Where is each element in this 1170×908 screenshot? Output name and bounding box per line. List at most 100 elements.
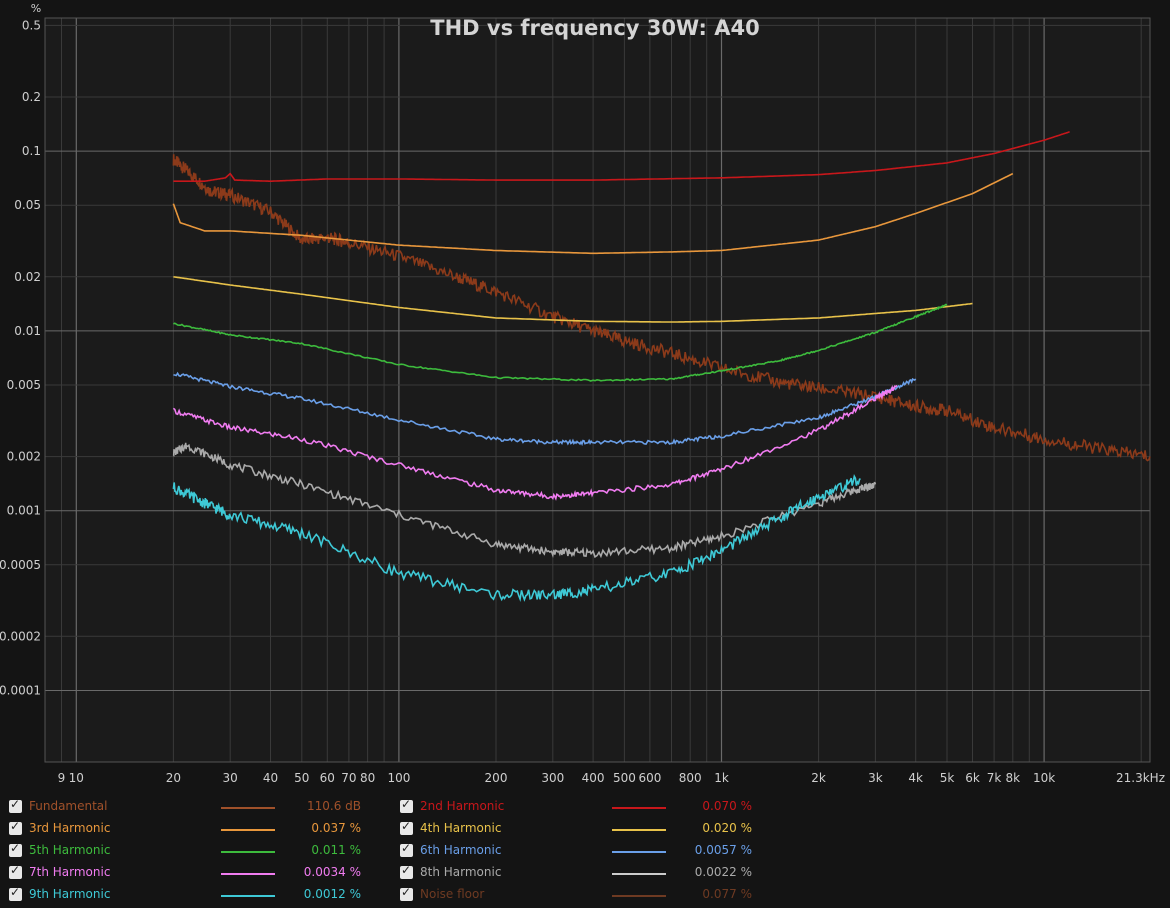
legend-checkbox[interactable] bbox=[9, 841, 22, 857]
x-tick-label: 6k bbox=[965, 771, 980, 785]
y-tick-label: 0.01 bbox=[14, 324, 41, 338]
legend-swatch bbox=[612, 873, 666, 875]
x-tick-label: 21.3kHz bbox=[1116, 771, 1165, 785]
y-tick-label: 0.5 bbox=[22, 18, 41, 32]
x-tick-label: 20 bbox=[166, 771, 181, 785]
series-line-7th-harmonic bbox=[172, 384, 898, 501]
y-tick-label: 0.0002 bbox=[0, 629, 41, 643]
series-line-6th-harmonic bbox=[173, 371, 917, 447]
y-tick-label: 0.02 bbox=[14, 270, 41, 284]
x-tick-labels: 9 10 20 30 40 50 60 70 80 100 200 300 400 500 600 800 1k… bbox=[58, 771, 1165, 785]
legend-item-noise-floor: Noise floor 0.077 % bbox=[400, 884, 752, 906]
legend-label: 4th Harmonic bbox=[420, 821, 502, 835]
legend-label: 2nd Harmonic bbox=[420, 799, 505, 813]
legend-value: 0.0034 % bbox=[303, 865, 361, 879]
x-tick-label: 10k bbox=[1033, 771, 1055, 785]
y-tick-label: 0.0001 bbox=[0, 684, 41, 698]
legend-item-4th-harmonic: 4th Harmonic 0.020 % bbox=[400, 818, 752, 840]
x-tick-label: 2k bbox=[811, 771, 826, 785]
legend-item-3rd-harmonic: 3rd Harmonic 0.037 % bbox=[9, 818, 361, 840]
x-tick-label: 200 bbox=[485, 771, 508, 785]
y-tick-label: 0.002 bbox=[7, 450, 41, 464]
legend: Fundamental 110.6 dB 2nd Harmonic 0.070 % 3r… bbox=[0, 792, 1170, 908]
legend-item-8th-harmonic: 8th Harmonic 0.0022 % bbox=[400, 862, 752, 884]
y-tick-label: 0.0005 bbox=[0, 558, 41, 572]
x-tick-label: 7k bbox=[987, 771, 1002, 785]
legend-label: 8th Harmonic bbox=[420, 865, 502, 879]
series-lines bbox=[172, 131, 1151, 602]
x-tick-label: 300 bbox=[541, 771, 564, 785]
y-tick-label: 0.005 bbox=[7, 378, 41, 392]
legend-swatch bbox=[612, 895, 666, 897]
y-tick-label: 0.1 bbox=[22, 144, 41, 158]
legend-label: 7th Harmonic bbox=[29, 865, 111, 879]
legend-checkbox[interactable] bbox=[9, 797, 22, 813]
legend-swatch bbox=[221, 807, 275, 809]
legend-label: Fundamental bbox=[29, 799, 108, 813]
x-tick-label: 3k bbox=[868, 771, 883, 785]
legend-item-7th-harmonic: 7th Harmonic 0.0034 % bbox=[9, 862, 361, 884]
x-tick-label: 600 bbox=[638, 771, 661, 785]
legend-value: 0.077 % bbox=[702, 887, 752, 901]
x-tick-label: 9 bbox=[58, 771, 66, 785]
plot-area bbox=[45, 18, 1150, 762]
x-tick-label: 800 bbox=[679, 771, 702, 785]
legend-value: 0.0057 % bbox=[694, 843, 752, 857]
legend-value: 0.020 % bbox=[702, 821, 752, 835]
legend-swatch bbox=[221, 895, 275, 897]
legend-label: Noise floor bbox=[420, 887, 485, 901]
legend-checkbox[interactable] bbox=[9, 863, 22, 879]
legend-swatch bbox=[612, 829, 666, 831]
legend-value: 0.011 % bbox=[311, 843, 361, 857]
legend-item-2nd-harmonic: 2nd Harmonic 0.070 % bbox=[400, 796, 752, 818]
x-tick-label: 100 bbox=[387, 771, 410, 785]
legend-value: 0.070 % bbox=[702, 799, 752, 813]
legend-label: 5th Harmonic bbox=[29, 843, 111, 857]
legend-swatch bbox=[612, 851, 666, 853]
series-line-9th-harmonic bbox=[172, 474, 861, 602]
y-tick-label: 0.001 bbox=[7, 504, 41, 518]
series-line-4th-harmonic bbox=[173, 276, 973, 323]
legend-swatch bbox=[221, 873, 275, 875]
legend-item-9th-harmonic: 9th Harmonic 0.0012 % bbox=[9, 884, 361, 906]
legend-value: 0.037 % bbox=[311, 821, 361, 835]
x-tick-label: 8k bbox=[1006, 771, 1021, 785]
x-tick-label: 400 bbox=[582, 771, 605, 785]
x-tick-label: 10 bbox=[69, 771, 84, 785]
x-tick-label: 80 bbox=[360, 771, 375, 785]
x-tick-label: 50 bbox=[294, 771, 309, 785]
legend-checkbox[interactable] bbox=[400, 841, 413, 857]
x-tick-label: 70 bbox=[341, 771, 356, 785]
legend-swatch bbox=[612, 807, 666, 809]
legend-checkbox[interactable] bbox=[9, 885, 22, 901]
y-tick-labels: 0.5 0.2 0.1 0.05 0.02 0.01 0.005 0.002 0.001 0.00… bbox=[0, 18, 41, 697]
legend-label: 9th Harmonic bbox=[29, 887, 111, 901]
x-tick-label: 4k bbox=[908, 771, 923, 785]
series-line-noise-floor bbox=[172, 154, 1151, 462]
x-tick-label: 5k bbox=[940, 771, 955, 785]
legend-value: 110.6 dB bbox=[306, 799, 361, 813]
y-tick-label: 0.05 bbox=[14, 198, 41, 212]
plot-border bbox=[44, 17, 1151, 763]
legend-checkbox[interactable] bbox=[400, 863, 413, 879]
legend-checkbox[interactable] bbox=[9, 819, 22, 835]
legend-label: 3rd Harmonic bbox=[29, 821, 111, 835]
thd-chart: 9 10 20 30 40 50 60 70 80 100 200 300 400 500 600 800 1k… bbox=[0, 2, 1165, 785]
y-axis-unit: % bbox=[31, 2, 41, 15]
legend-swatch bbox=[221, 851, 275, 853]
grid-lines bbox=[44, 17, 1151, 763]
legend-checkbox[interactable] bbox=[400, 797, 413, 813]
legend-checkbox[interactable] bbox=[400, 885, 413, 901]
legend-item-fundamental: Fundamental 110.6 dB bbox=[9, 796, 361, 818]
x-tick-label: 30 bbox=[223, 771, 238, 785]
legend-value: 0.0022 % bbox=[694, 865, 752, 879]
x-tick-label: 1k bbox=[714, 771, 729, 785]
series-line-3rd-harmonic bbox=[172, 172, 1014, 255]
series-line-5th-harmonic bbox=[173, 303, 948, 382]
legend-item-5th-harmonic: 5th Harmonic 0.011 % bbox=[9, 840, 361, 862]
x-tick-label: 500 bbox=[613, 771, 636, 785]
legend-checkbox[interactable] bbox=[400, 819, 413, 835]
x-tick-label: 40 bbox=[263, 771, 278, 785]
x-tick-label: 60 bbox=[320, 771, 335, 785]
y-tick-label: 0.2 bbox=[22, 90, 41, 104]
